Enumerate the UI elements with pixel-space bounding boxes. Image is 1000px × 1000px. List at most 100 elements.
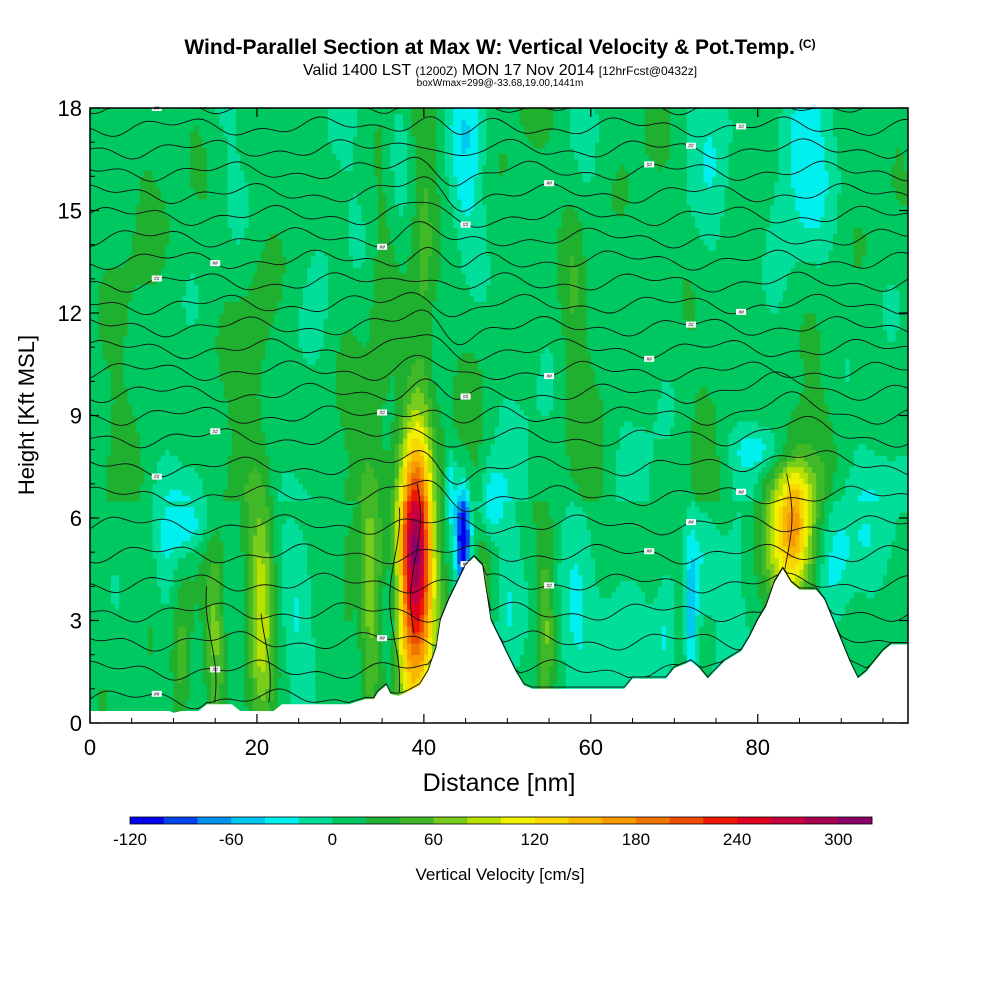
w-cell (323, 620, 329, 627)
w-cell (561, 643, 567, 650)
w-cell (816, 580, 821, 587)
w-cell (895, 597, 901, 604)
w-cell (194, 631, 199, 638)
w-cell (244, 660, 249, 667)
w-cell (148, 637, 153, 644)
w-cell (653, 620, 658, 627)
w-cell (419, 597, 425, 604)
w-cell (152, 586, 158, 593)
w-cell (716, 626, 721, 633)
w-cell (423, 671, 429, 678)
w-cell (398, 609, 404, 616)
w-cell (887, 586, 892, 593)
w-cell (348, 637, 354, 644)
w-cell (102, 614, 108, 621)
w-cell (244, 592, 249, 599)
w-cell (632, 660, 638, 667)
w-cell (903, 631, 909, 638)
w-cell (632, 592, 638, 599)
w-cell (432, 620, 437, 627)
w-cell (281, 677, 287, 684)
w-cell (160, 654, 166, 661)
w-cell (94, 609, 99, 616)
w-cell (891, 609, 896, 616)
w-cell (352, 654, 358, 661)
w-cell (110, 643, 116, 650)
w-cell (98, 580, 103, 587)
w-cell (194, 643, 199, 650)
w-cell (574, 580, 579, 587)
w-cell (236, 694, 241, 701)
w-cell (352, 688, 358, 695)
w-cell (269, 671, 275, 678)
w-cell (340, 643, 345, 650)
w-cell (365, 677, 371, 684)
w-cell (202, 700, 208, 707)
w-cell (695, 637, 700, 644)
w-cell (319, 643, 325, 650)
w-cell (398, 626, 404, 633)
w-cell (344, 654, 350, 661)
w-cell (703, 609, 709, 616)
w-cell (273, 671, 279, 678)
w-cell (695, 643, 700, 650)
w-cell (102, 671, 108, 678)
w-cell (620, 643, 625, 650)
w-cell (845, 643, 850, 650)
w-cell (256, 654, 262, 661)
w-cell (269, 603, 275, 610)
w-cell (524, 643, 529, 650)
w-cell (110, 637, 116, 644)
w-cell (699, 592, 704, 599)
w-cell (678, 586, 684, 593)
w-cell (624, 631, 629, 638)
w-cell (223, 694, 229, 701)
w-cell (841, 586, 846, 593)
w-cell (369, 614, 375, 621)
w-cell (177, 580, 183, 587)
w-cell (206, 586, 212, 593)
w-cell (352, 683, 358, 690)
w-cell (265, 666, 270, 673)
w-cell (611, 643, 617, 650)
w-cell (895, 592, 901, 599)
w-cell (215, 631, 220, 638)
w-cell (290, 574, 295, 582)
w-cell (557, 643, 562, 650)
w-cell (882, 620, 888, 627)
w-cell (749, 592, 754, 599)
w-cell (173, 700, 179, 707)
w-cell (390, 666, 396, 673)
w-cell (323, 648, 329, 656)
w-cell (870, 643, 876, 650)
w-cell (202, 609, 208, 616)
w-cell (636, 660, 642, 667)
w-cell (160, 660, 166, 667)
w-cell (382, 677, 387, 684)
w-cell (286, 677, 291, 684)
w-cell (290, 592, 295, 599)
w-cell (227, 626, 233, 633)
w-cell (853, 637, 859, 644)
w-cell (252, 620, 258, 627)
w-cell (736, 586, 742, 593)
w-cell (423, 603, 429, 610)
w-cell (761, 580, 767, 587)
w-cell (215, 603, 220, 610)
w-cell (311, 620, 316, 627)
w-cell (382, 648, 387, 656)
w-cell (236, 660, 241, 667)
w-cell (135, 626, 141, 633)
w-cell (640, 671, 646, 678)
w-cell (403, 597, 408, 604)
w-cell (557, 671, 562, 678)
w-cell (741, 620, 746, 627)
w-cell (724, 654, 729, 661)
w-cell (732, 603, 738, 610)
w-cell (90, 654, 95, 661)
w-cell (181, 586, 187, 593)
w-cell (110, 705, 116, 713)
w-cell (156, 700, 162, 707)
w-cell (549, 677, 554, 684)
w-cell (236, 683, 241, 690)
